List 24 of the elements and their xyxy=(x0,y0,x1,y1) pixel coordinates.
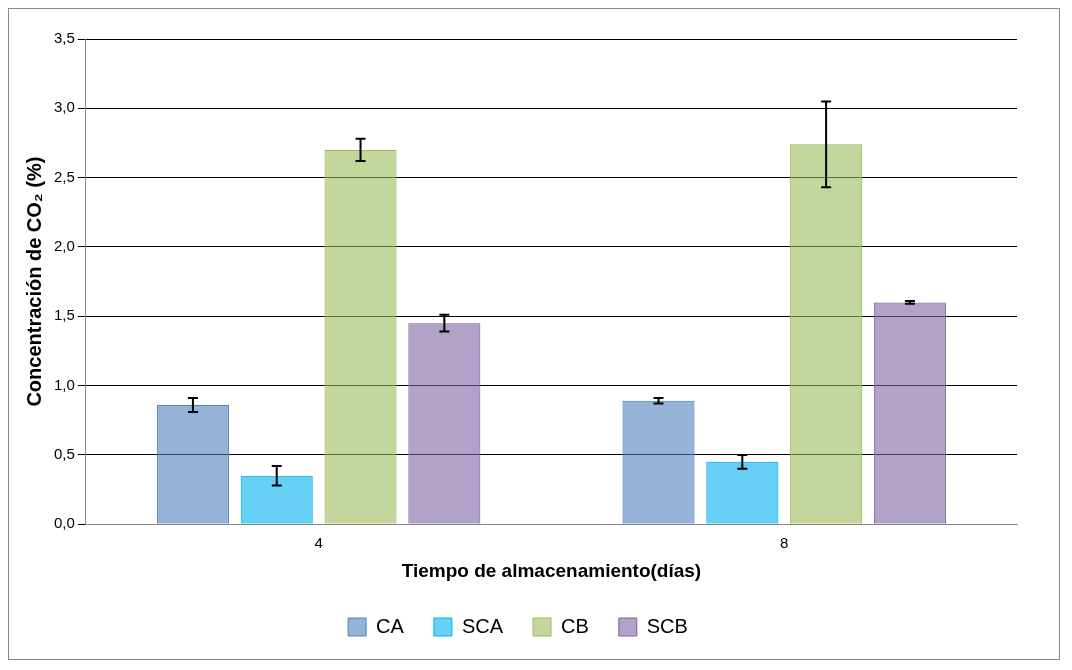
bar xyxy=(706,461,779,524)
bar xyxy=(409,324,480,524)
y-tick-label: 2,5 xyxy=(53,167,75,185)
bar xyxy=(325,150,396,524)
legend-label: SCA xyxy=(461,614,504,637)
y-tick-label: 1,5 xyxy=(53,306,75,324)
legend-label: SCB xyxy=(646,614,688,637)
y-tick-label: 2,0 xyxy=(53,237,75,255)
y-tick-label: 0,5 xyxy=(53,445,75,463)
y-tick-label: 0,0 xyxy=(53,514,75,532)
legend-label: CA xyxy=(376,614,405,637)
bar xyxy=(156,404,229,524)
legend-label: CB xyxy=(561,614,589,637)
y-tick-label: 1,0 xyxy=(53,375,75,393)
x-tick-label: 8 xyxy=(780,534,789,552)
x-tick-label: 4 xyxy=(314,534,323,552)
bar xyxy=(240,475,313,524)
bar xyxy=(873,302,946,524)
bar xyxy=(622,400,695,524)
bar xyxy=(790,144,863,524)
y-tick-label: 3,0 xyxy=(53,98,75,116)
y-tick-label: 3,5 xyxy=(53,29,75,47)
y-axis-title: Concentración de CO₂ (%) xyxy=(22,156,45,407)
x-axis-title: Tiempo de almacenamiento(días) xyxy=(401,559,702,581)
